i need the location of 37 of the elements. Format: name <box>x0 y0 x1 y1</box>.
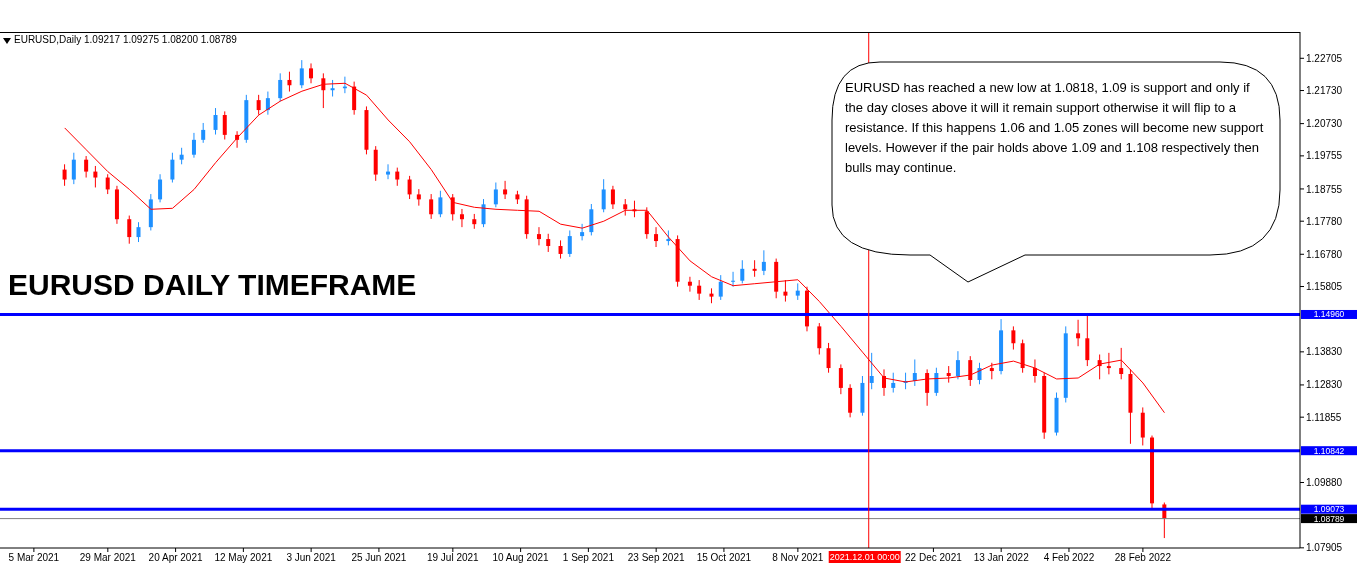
y-tick-label: 1.20730 <box>1306 118 1343 130</box>
ref-line-label: 1.10842 <box>1313 445 1345 456</box>
x-tick-label: 23 Sep 2021 <box>627 552 685 564</box>
x-tick-label: 5 Mar 2021 <box>8 552 60 564</box>
x-tick-label: 28 Feb 2022 <box>1114 552 1172 564</box>
x-tick-label: 3 Jun 2021 <box>286 552 337 564</box>
x-tick-label: 20 Apr 2021 <box>148 552 203 564</box>
y-tick-label: 1.21730 <box>1306 85 1343 97</box>
x-tick-label: 10 Aug 2021 <box>492 552 550 564</box>
y-tick-label: 1.17780 <box>1306 215 1343 227</box>
x-tick-label: 29 Mar 2021 <box>79 552 137 564</box>
y-tick-label: 1.11855 <box>1306 411 1342 423</box>
y-tick-label: 1.09880 <box>1306 477 1343 489</box>
y-tick-label: 1.07905 <box>1306 542 1343 554</box>
annotation: EURUSD has reached a new low at 1.0818, 1.09 is support and only if the day closes above it will it remain support otherwise it will flip to a resistance. If this happens 1.06 and 1.05 zones will become new support levels. However if the pair holds above 1.09 and 1.108 respectively then bulls may continue. <box>845 79 1265 177</box>
x-tick-label: 15 Oct 2021 <box>696 552 752 564</box>
ref-line-label: 1.14960 <box>1313 309 1345 320</box>
x-tick-label: 12 May 2021 <box>214 552 273 564</box>
x-tick-label: 13 Jan 2022 <box>973 552 1030 564</box>
ref-line-label: 2021.12.01 00:00 <box>829 552 900 562</box>
ref-line-label: 1.08789 <box>1313 513 1345 524</box>
x-tick-label: 1 Sep 2021 <box>562 552 615 564</box>
y-tick-label: 1.16780 <box>1306 248 1343 260</box>
y-tick-label: 1.15805 <box>1306 281 1343 293</box>
y-tick-label: 1.12830 <box>1306 379 1343 391</box>
text: EURUSD DAILY TIMEFRAME <box>8 268 417 302</box>
ref-line-label: 1.09073 <box>1313 504 1345 515</box>
y-tick-label: 1.18755 <box>1306 183 1343 195</box>
y-tick-label: 1.13830 <box>1306 346 1343 358</box>
y-tick-label: 1.19755 <box>1306 150 1343 162</box>
x-tick-label: 4 Feb 2022 <box>1043 552 1095 564</box>
x-tick-label: 22 Dec 2021 <box>905 552 963 564</box>
x-tick-label: 8 Nov 2021 <box>772 552 824 564</box>
chart-subtitle: EURUSD,Daily 1.09217 1.09275 1.08200 1.08789 <box>14 34 237 45</box>
y-tick-label: 1.22705 <box>1306 52 1343 64</box>
x-tick-label: 19 Jul 2021 <box>426 552 480 564</box>
x-tick-label: 25 Jun 2021 <box>351 552 407 564</box>
